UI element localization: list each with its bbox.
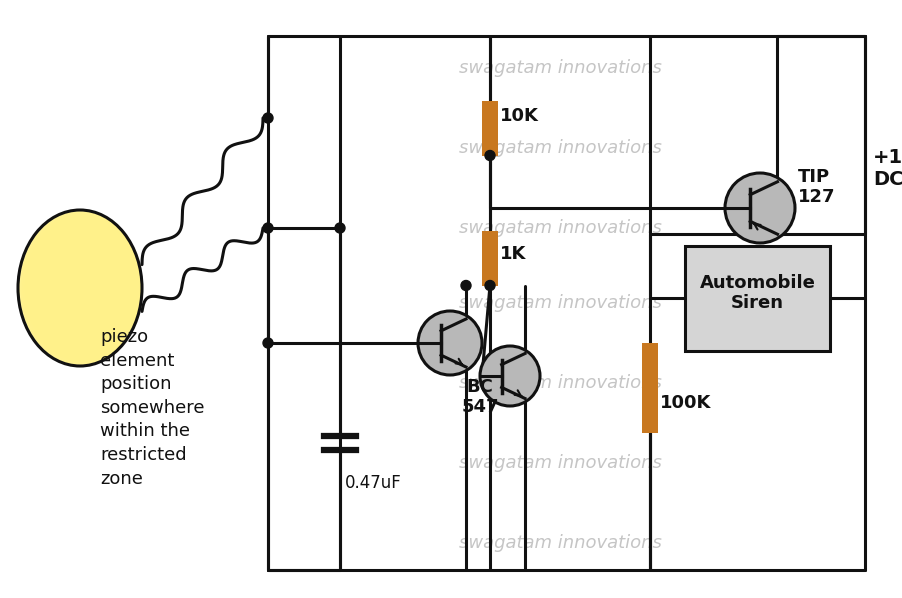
Text: 100K: 100K xyxy=(659,394,711,412)
Ellipse shape xyxy=(18,210,142,366)
Ellipse shape xyxy=(28,216,142,359)
Bar xyxy=(482,100,497,155)
Circle shape xyxy=(262,338,272,348)
Circle shape xyxy=(484,280,494,291)
Circle shape xyxy=(724,173,794,243)
Circle shape xyxy=(262,223,272,233)
Ellipse shape xyxy=(45,227,142,349)
Circle shape xyxy=(484,151,494,160)
Text: +12V
DC: +12V DC xyxy=(872,148,902,188)
Ellipse shape xyxy=(51,231,142,345)
Bar xyxy=(482,230,497,285)
Ellipse shape xyxy=(26,215,142,361)
Text: swagatam innovations: swagatam innovations xyxy=(458,59,660,77)
Text: 10K: 10K xyxy=(500,107,538,125)
Ellipse shape xyxy=(20,211,142,365)
Text: swagatam innovations: swagatam innovations xyxy=(458,219,660,237)
Text: swagatam innovations: swagatam innovations xyxy=(458,374,660,392)
Ellipse shape xyxy=(37,222,142,354)
Ellipse shape xyxy=(47,228,142,348)
Ellipse shape xyxy=(42,225,142,350)
Ellipse shape xyxy=(24,214,142,362)
Ellipse shape xyxy=(39,223,142,353)
Text: swagatam innovations: swagatam innovations xyxy=(458,294,660,312)
Text: swagatam innovations: swagatam innovations xyxy=(458,454,660,472)
Ellipse shape xyxy=(49,230,142,346)
Circle shape xyxy=(480,346,539,406)
Text: swagatam innovations: swagatam innovations xyxy=(458,534,660,552)
Ellipse shape xyxy=(34,221,142,356)
Ellipse shape xyxy=(32,219,142,357)
Circle shape xyxy=(418,311,482,375)
Circle shape xyxy=(461,280,471,291)
Bar xyxy=(641,343,658,433)
Text: piezo
element
position
somewhere
within the
restricted
zone: piezo element position somewhere within … xyxy=(100,328,204,487)
Text: Automobile
Siren: Automobile Siren xyxy=(699,274,815,312)
Ellipse shape xyxy=(55,233,142,343)
Ellipse shape xyxy=(53,232,142,344)
Circle shape xyxy=(335,223,345,233)
Text: swagatam innovations: swagatam innovations xyxy=(458,139,660,157)
Ellipse shape xyxy=(31,218,142,358)
Text: 1K: 1K xyxy=(500,245,526,263)
Text: 0.47uF: 0.47uF xyxy=(345,474,401,492)
Ellipse shape xyxy=(41,224,142,352)
Circle shape xyxy=(262,113,272,123)
Ellipse shape xyxy=(23,213,142,364)
Text: BC
547: BC 547 xyxy=(461,377,498,416)
Text: TIP
127: TIP 127 xyxy=(797,167,834,206)
Bar xyxy=(685,246,829,350)
